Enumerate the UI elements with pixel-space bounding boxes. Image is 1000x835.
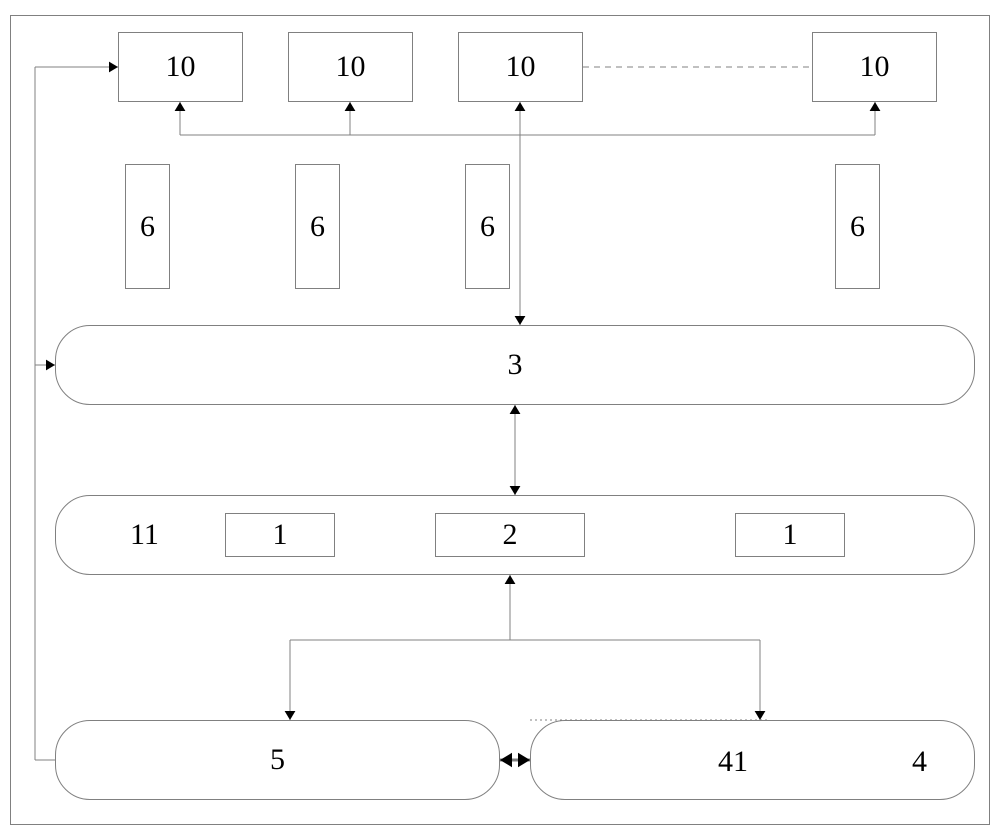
node-label-round5: 5	[270, 743, 285, 777]
node-top10_3: 10	[458, 32, 583, 102]
node-top10_2: 10	[288, 32, 413, 102]
node-label-round3: 3	[508, 348, 523, 382]
node-inner1b: 1	[735, 513, 845, 557]
node-round3: 3	[55, 325, 975, 405]
node-top10_4: 10	[812, 32, 937, 102]
label-lbl11: 11	[130, 518, 159, 552]
node-label-top10_1: 10	[166, 50, 196, 84]
node-box6_4: 6	[835, 164, 880, 289]
node-inner1a: 1	[225, 513, 335, 557]
node-label-top10_2: 10	[336, 50, 366, 84]
label-lbl41: 41	[718, 745, 748, 779]
node-label-box6_3: 6	[480, 210, 495, 244]
node-label-box6_1: 6	[140, 210, 155, 244]
node-box6_2: 6	[295, 164, 340, 289]
node-label-inner1a: 1	[273, 518, 288, 552]
node-label-inner1b: 1	[783, 518, 798, 552]
node-label-top10_3: 10	[506, 50, 536, 84]
label-lbl4: 4	[912, 745, 927, 779]
node-top10_1: 10	[118, 32, 243, 102]
node-box6_1: 6	[125, 164, 170, 289]
node-label-inner2: 2	[503, 518, 518, 552]
node-inner2: 2	[435, 513, 585, 557]
node-label-box6_4: 6	[850, 210, 865, 244]
node-round4	[530, 720, 975, 800]
node-round5: 5	[55, 720, 500, 800]
node-label-top10_4: 10	[860, 50, 890, 84]
node-label-box6_2: 6	[310, 210, 325, 244]
diagram-frame	[10, 15, 990, 825]
node-box6_3: 6	[465, 164, 510, 289]
